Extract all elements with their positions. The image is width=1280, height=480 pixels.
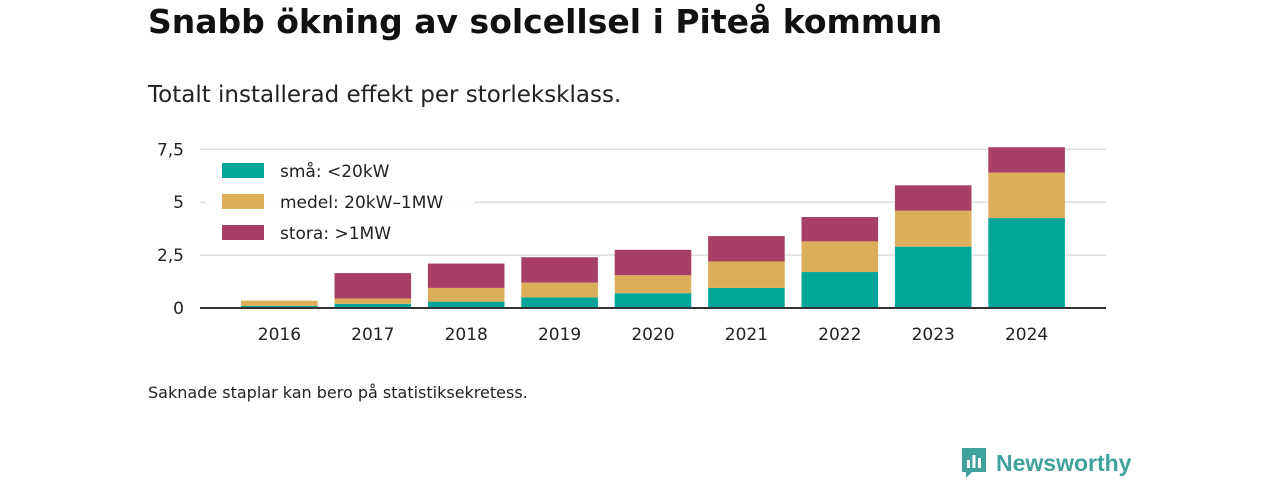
x-tick-label: 2023 <box>912 325 955 345</box>
y-tick-label: 7,5 <box>157 140 184 160</box>
bars <box>241 147 1065 308</box>
x-tick-label: 2022 <box>818 325 861 345</box>
footnote: Saknade staplar kan bero på statistiksek… <box>148 383 528 402</box>
axes: 0 2,5 5 7,5 2016 2017 2018 2019 2020 2021 2022 2023… <box>157 140 1106 345</box>
legend-swatch <box>222 194 264 209</box>
bar-segment[interactable] <box>988 218 1065 308</box>
y-tick-label: 5 <box>173 193 184 213</box>
bar-segment[interactable] <box>427 263 505 288</box>
bar-segment[interactable] <box>521 282 598 298</box>
bar-segment[interactable] <box>988 172 1065 219</box>
x-tick-label: 2021 <box>725 325 768 345</box>
bar-segment[interactable] <box>334 273 412 299</box>
bar-segment[interactable] <box>894 246 972 308</box>
bar-segment[interactable] <box>334 298 412 304</box>
bar-segment[interactable] <box>427 287 505 302</box>
bar-segment[interactable] <box>614 275 692 294</box>
bar-segment[interactable] <box>521 297 598 308</box>
chart-subtitle: Totalt installerad effekt per storlekskl… <box>148 82 622 108</box>
bar-segment[interactable] <box>521 257 598 283</box>
x-tick-label: 2018 <box>445 325 488 345</box>
brand-name: Newsworthy <box>996 449 1132 476</box>
bar-segment[interactable] <box>334 303 412 308</box>
legend-swatch <box>222 225 264 240</box>
bar-segment[interactable] <box>614 249 692 276</box>
bar-segment[interactable] <box>708 261 785 288</box>
bar-segment[interactable] <box>614 293 692 308</box>
chart-title: Snabb ökning av solcellsel i Piteå kommu… <box>148 2 943 41</box>
bar-segment[interactable] <box>988 147 1065 173</box>
bar-segment[interactable] <box>241 300 318 306</box>
y-tick-label: 2,5 <box>157 246 184 266</box>
bar-segment[interactable] <box>241 305 318 308</box>
bar-segment[interactable] <box>708 287 785 308</box>
bar-segment[interactable] <box>801 217 879 242</box>
bar-segment[interactable] <box>801 241 879 273</box>
bar-segment[interactable] <box>894 210 972 247</box>
brand-logo[interactable]: Newsworthy <box>960 446 1131 480</box>
legend-label: små: <20kW <box>280 161 390 182</box>
x-tick-label: 2017 <box>351 325 394 345</box>
x-tick-label: 2019 <box>538 325 581 345</box>
bar-segment[interactable] <box>801 272 879 308</box>
legend-swatch <box>222 163 264 178</box>
bar-segment[interactable] <box>894 185 972 211</box>
y-tick-label: 0 <box>173 299 184 319</box>
legend: små: <20kW medel: 20kW–1MW stora: >1MW <box>206 152 474 249</box>
legend-label: stora: >1MW <box>280 224 391 244</box>
x-tick-label: 2020 <box>631 325 674 345</box>
bar-segment[interactable] <box>427 301 505 308</box>
bar-segment[interactable] <box>708 236 785 262</box>
legend-label: medel: 20kW–1MW <box>280 193 443 213</box>
x-tick-label: 2024 <box>1005 325 1048 345</box>
x-tick-label: 2016 <box>258 325 301 345</box>
newsworthy-logo-icon <box>962 448 986 478</box>
